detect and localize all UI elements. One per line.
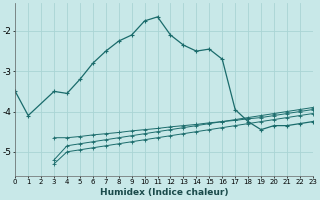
X-axis label: Humidex (Indice chaleur): Humidex (Indice chaleur) bbox=[100, 188, 228, 197]
